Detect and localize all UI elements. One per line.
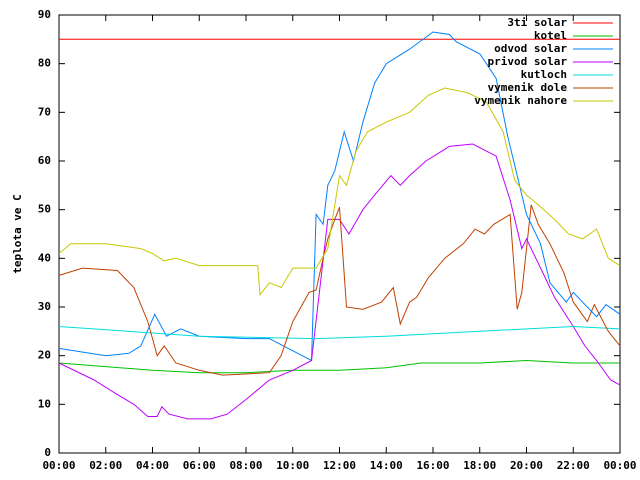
line-series (58, 325, 621, 340)
x-tick-label: 20:00 (510, 459, 543, 472)
legend-label: 3ti solar (507, 16, 567, 29)
legend-label: odvod solar (494, 42, 567, 55)
y-tick-label: 80 (38, 57, 51, 70)
y-tick-label: 20 (38, 349, 51, 362)
x-tick-label: 00:00 (603, 459, 636, 472)
x-tick-label: 02:00 (89, 459, 122, 472)
x-tick-label: 06:00 (183, 459, 216, 472)
legend-label: privod solar (488, 55, 568, 68)
x-tick-label: 18:00 (463, 459, 496, 472)
x-tick-label: 04:00 (136, 459, 169, 472)
y-tick-label: 90 (38, 8, 51, 21)
legend-label: vymenik nahore (474, 94, 567, 107)
x-tick-label: 22:00 (557, 459, 590, 472)
legend-label: kotel (534, 29, 567, 42)
line-series (58, 359, 620, 374)
x-tick-label: 00:00 (42, 459, 75, 472)
line-series (58, 31, 621, 362)
y-tick-label: 70 (38, 105, 51, 118)
y-tick-label: 0 (44, 446, 51, 459)
y-tick-label: 40 (38, 251, 51, 264)
line-series (58, 204, 621, 376)
x-tick-label: 14:00 (370, 459, 403, 472)
y-tick-label: 30 (38, 300, 51, 313)
y-axis-label: teplota ve C (11, 194, 24, 273)
y-tick-label: 60 (38, 154, 51, 167)
x-tick-label: 16:00 (416, 459, 449, 472)
x-tick-label: 08:00 (229, 459, 262, 472)
legend-label: vymenik dole (488, 81, 568, 94)
y-tick-label: 50 (38, 203, 51, 216)
x-tick-label: 10:00 (276, 459, 309, 472)
line-series (58, 143, 621, 420)
legend-label: kutloch (521, 68, 567, 81)
line-series (58, 87, 621, 297)
x-tick-label: 12:00 (323, 459, 356, 472)
y-tick-label: 10 (38, 397, 51, 410)
